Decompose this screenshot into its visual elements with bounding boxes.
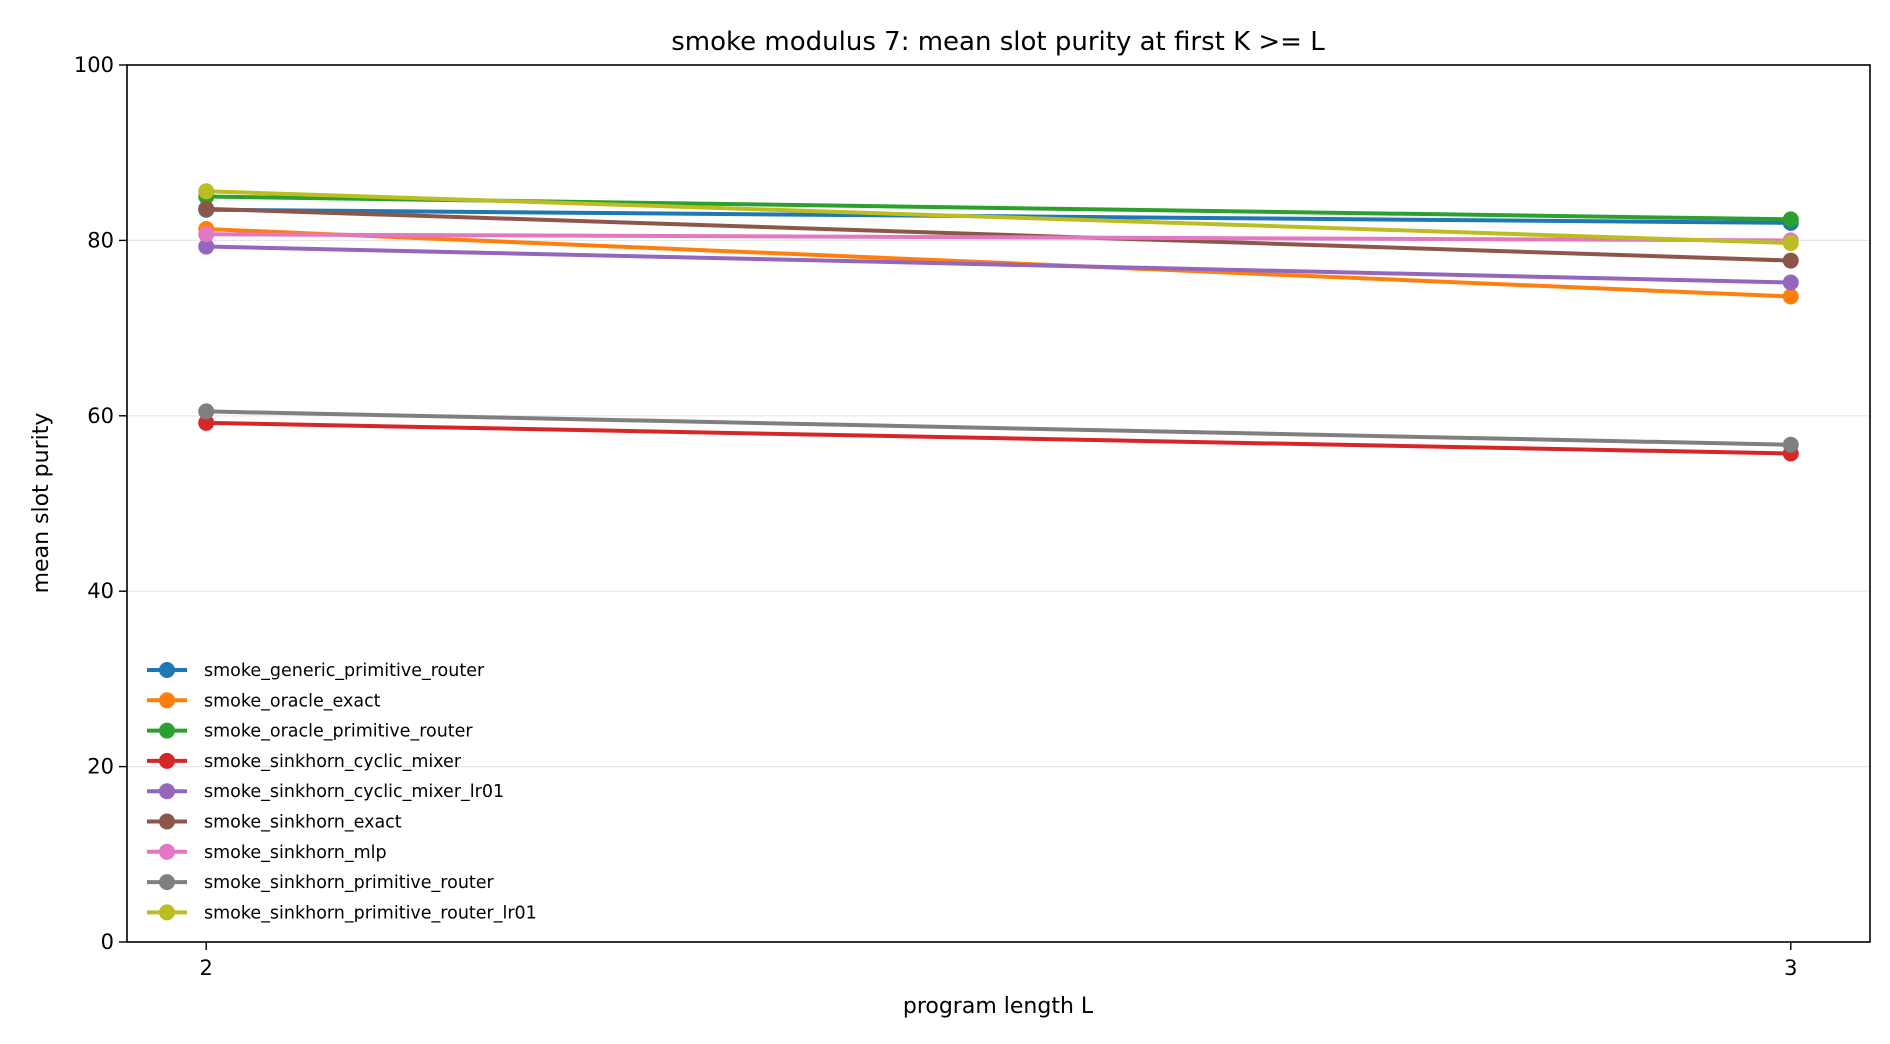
legend-swatch-marker: [159, 692, 175, 709]
legend-entry: smoke_sinkhorn_primitive_router_lr01: [204, 903, 537, 923]
data-point: [1782, 235, 1799, 252]
series-line: [206, 206, 1791, 263]
legend-entry: smoke_sinkhorn_cyclic_mixer_lr01: [204, 782, 504, 802]
data-point: [198, 403, 215, 420]
legend-swatch-marker: [159, 843, 175, 860]
legend: smoke_generic_primitive_router smoke_orac…: [147, 661, 537, 923]
legend-swatch-marker: [159, 783, 175, 800]
data-point: [198, 226, 215, 243]
legend-swatch-marker: [159, 813, 175, 830]
data-point: [1782, 211, 1799, 228]
data-point: [1782, 436, 1799, 453]
legend-swatch-marker: [159, 874, 175, 891]
legend-entry: smoke_sinkhorn_cyclic_mixer: [204, 752, 462, 772]
plot-frame: [126, 64, 1871, 943]
y-tick-label: 40: [87, 579, 114, 603]
data-point: [198, 183, 215, 200]
y-tick-label: 0: [101, 930, 114, 954]
data-point: [198, 238, 215, 255]
data-point: [1782, 252, 1799, 269]
data-point: [198, 414, 215, 431]
data-point: [1782, 274, 1799, 291]
y-tick-label: 20: [87, 755, 114, 779]
y-axis-label: mean slot purity: [29, 413, 54, 594]
series-layer: [198, 183, 1799, 462]
y-tick-label: 60: [87, 404, 114, 428]
x-tick-label: 2: [200, 956, 213, 980]
legend-entry: smoke_sinkhorn_exact: [204, 813, 402, 833]
legend-entry: smoke_sinkhorn_primitive_router: [204, 873, 495, 893]
legend-entry: smoke_sinkhorn_mlp: [204, 843, 387, 863]
legend-swatch-marker: [159, 904, 175, 921]
data-point: [1782, 288, 1799, 305]
x-axis-label: program length L: [903, 994, 1094, 1019]
legend-entry: smoke_generic_primitive_router: [204, 661, 485, 681]
y-tick-label: 100: [74, 53, 114, 77]
series-line: [206, 189, 1791, 246]
x-tick-label: 3: [1784, 956, 1797, 980]
series-line: [206, 409, 1791, 447]
legend-entry: smoke_oracle_primitive_router: [204, 722, 473, 742]
legend-entry: smoke_oracle_exact: [204, 691, 381, 711]
y-tick-label: 80: [87, 228, 114, 252]
legend-swatch-marker: [159, 752, 175, 769]
series-line: [206, 232, 1791, 243]
axes: 0 20 40 60 80 100 2 3: [74, 53, 1798, 980]
chart-title: smoke modulus 7: mean slot purity at fir…: [671, 27, 1325, 57]
legend-swatch-marker: [159, 662, 175, 678]
data-point: [198, 200, 215, 217]
series-line: [206, 420, 1791, 456]
legend-swatch-marker: [159, 722, 175, 739]
series-line: [206, 244, 1791, 285]
